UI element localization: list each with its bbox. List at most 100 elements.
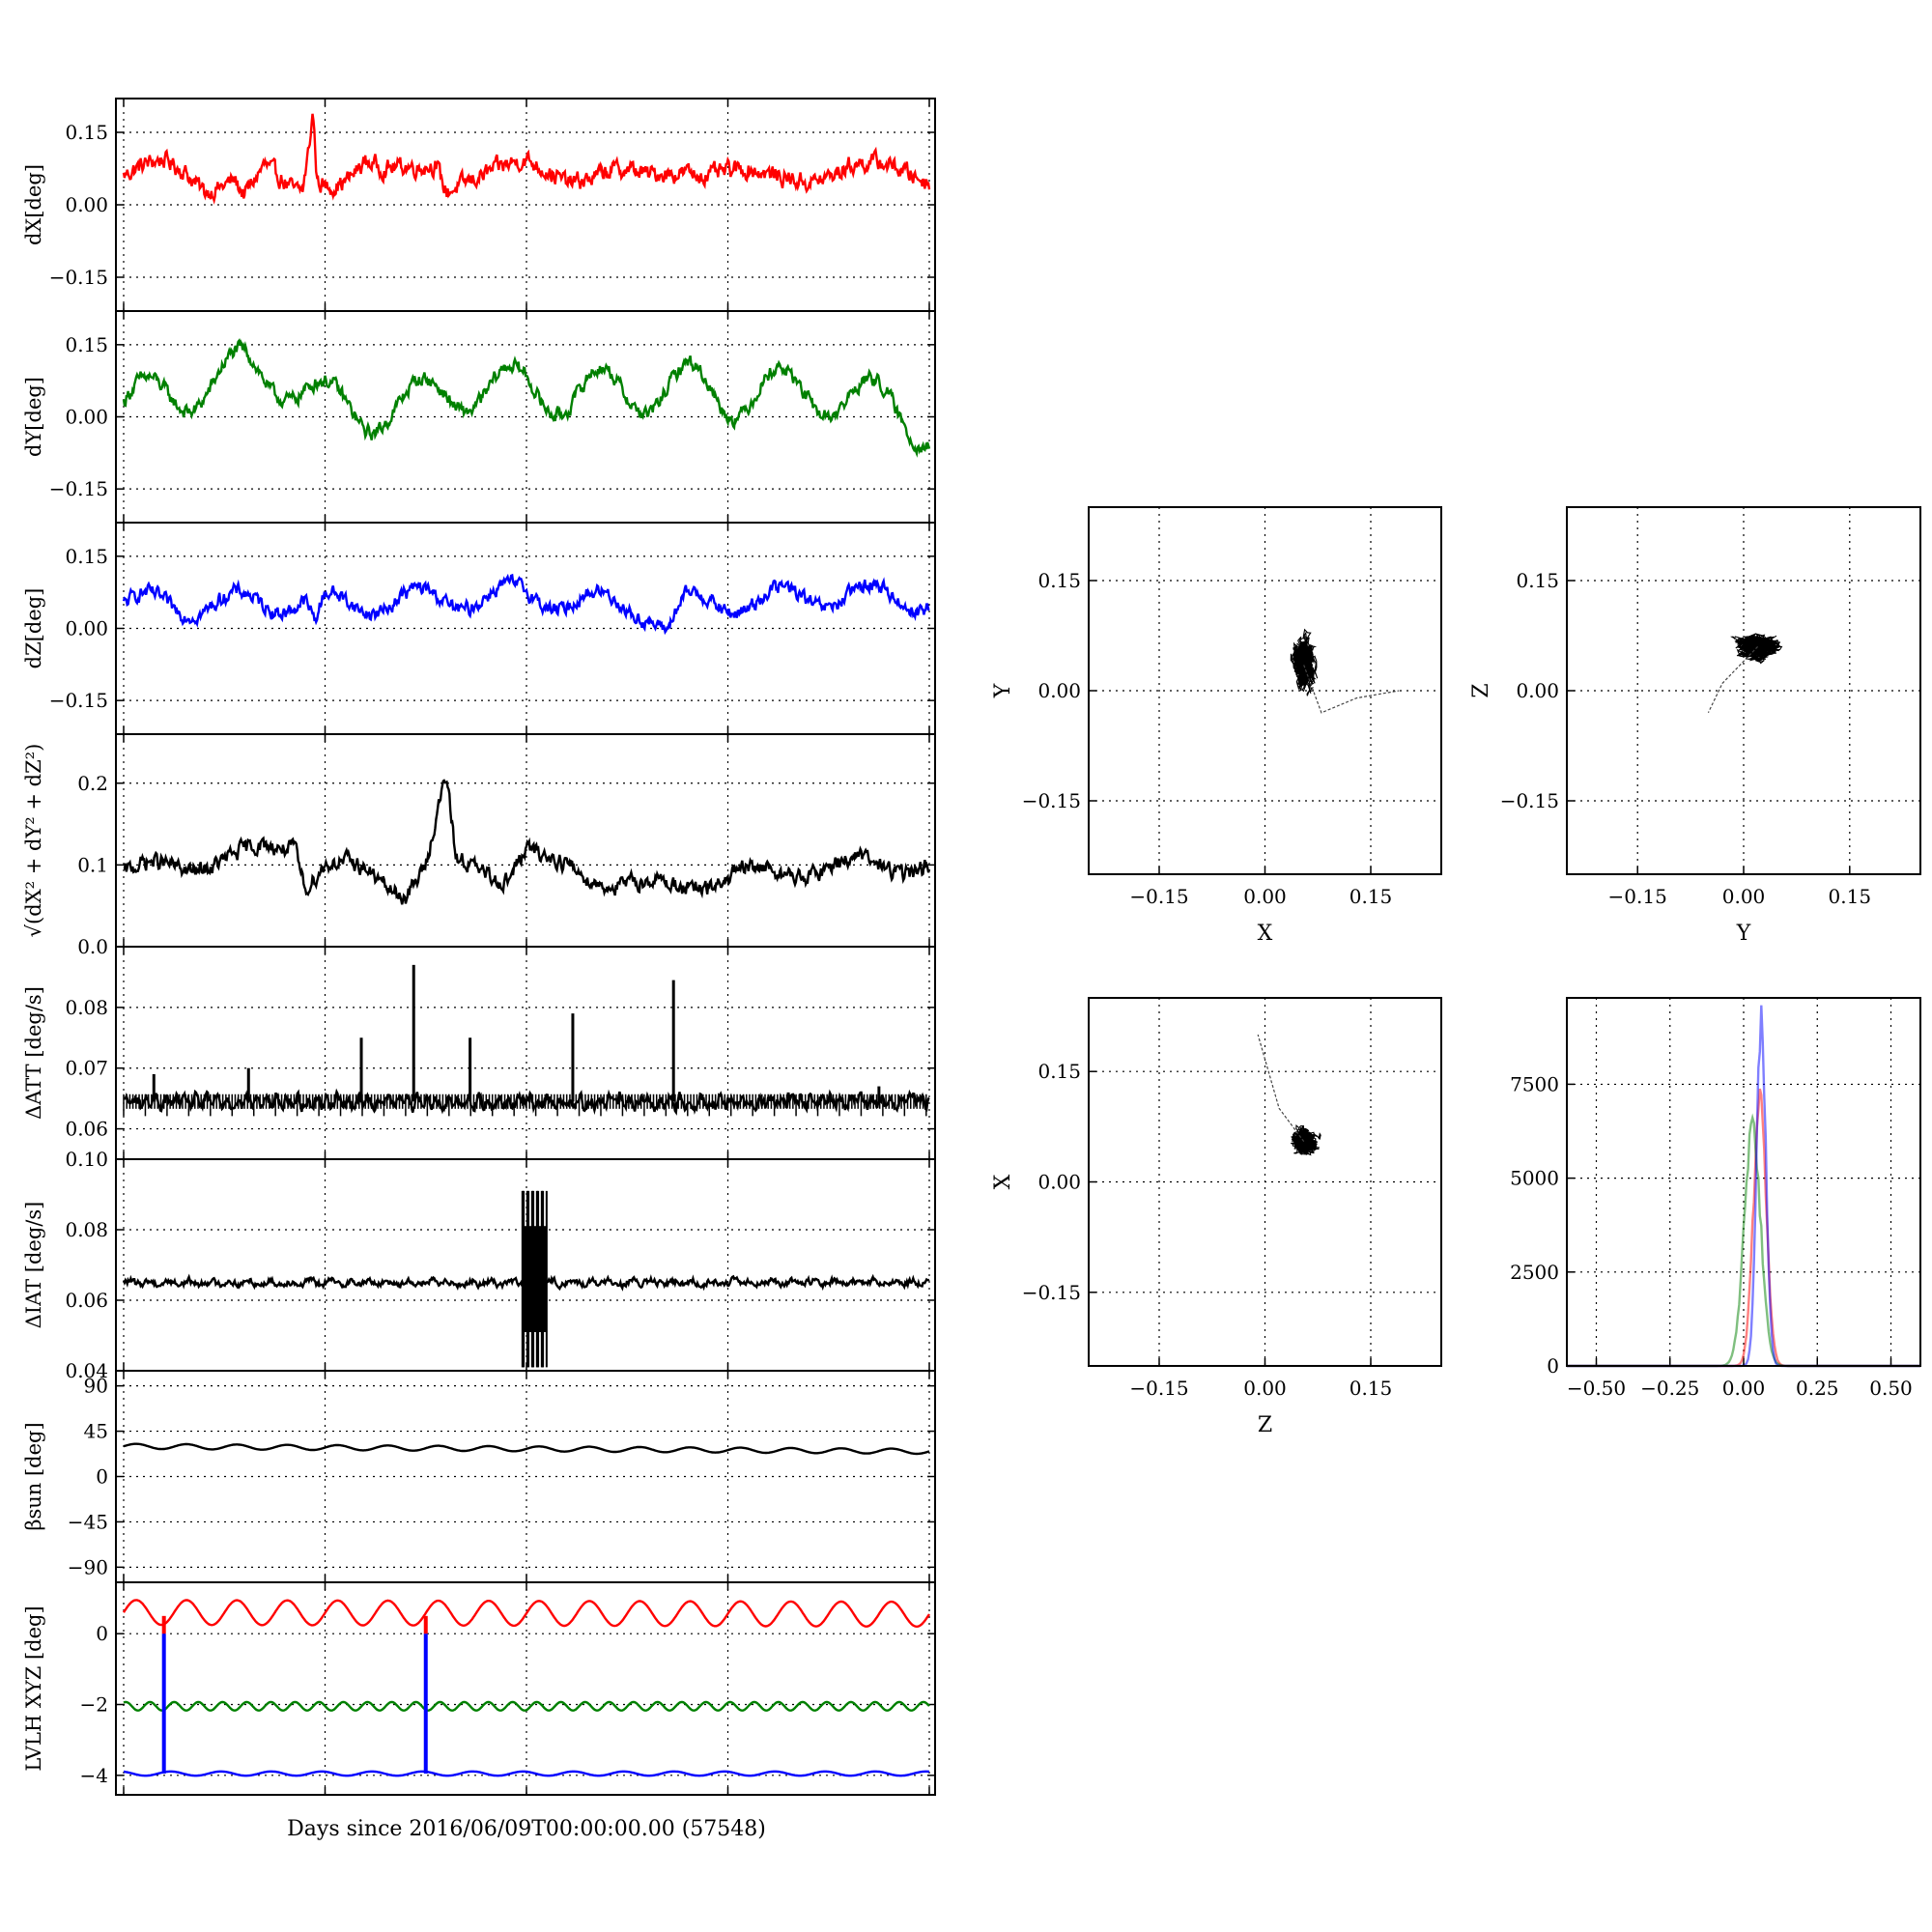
y-tick-label: 0.00 [1037, 1171, 1081, 1194]
y-tick-label: −0.15 [49, 477, 108, 500]
series-line [123, 1770, 930, 1777]
x-tick-label: 0.00 [1243, 885, 1287, 908]
y-tick-label: 0.2 [77, 772, 108, 795]
plot-area-dy [122, 337, 931, 458]
y-tick-label: 0 [96, 1465, 108, 1489]
plot-area-diat [122, 1190, 930, 1368]
x-tick-label: −0.15 [1608, 885, 1667, 908]
y-tick-label: −90 [68, 1555, 108, 1578]
trajectory-tail [1707, 645, 1759, 714]
x-tick-label: −0.15 [1129, 885, 1188, 908]
panel-frame [115, 946, 936, 1160]
plot-area-beta [123, 1442, 930, 1456]
x-tick-label: 0.50 [1869, 1377, 1913, 1400]
plot-area-datt [123, 964, 930, 1117]
y-tick-label: −45 [68, 1510, 108, 1533]
panel-hist: −0.50 −0.25 0.00 0.25 0.50 0 2500 5000 7500 [1510, 997, 1921, 1400]
y-tick-label: 2500 [1510, 1261, 1559, 1284]
panel-sc-yz: −0.15 −0.15 0.00 0.00 0.15 0.15 Y Z [1469, 506, 1921, 946]
trajectory-cloud [1291, 1123, 1321, 1156]
panel-datt: 0.06 0.07 0.08 ΔATT [deg/s] [22, 946, 936, 1160]
panel-frame [1566, 506, 1921, 875]
y-tick-label: 0.00 [65, 617, 108, 640]
x-tick-label: −0.15 [1129, 1377, 1188, 1400]
panel-frame [1088, 506, 1442, 875]
series-line [122, 113, 931, 205]
y-tick-label: −0.15 [1022, 789, 1081, 812]
y-tick-label: −4 [80, 1764, 108, 1787]
x-tick-label: 0.15 [1350, 885, 1393, 908]
x-tick-label: 0.00 [1243, 1377, 1287, 1400]
y-tick-label: 0.08 [65, 996, 108, 1019]
y-tick-label: −0.15 [49, 266, 108, 289]
x-axis-label: X [1258, 922, 1273, 946]
x-tick-label: 0.25 [1796, 1377, 1839, 1400]
trajectory-cloud [1290, 628, 1319, 696]
y-tick-label: −0.15 [1500, 789, 1559, 812]
plot-area-mag [123, 779, 931, 905]
trajectory-cloud [1730, 633, 1783, 665]
y-axis-label: X [991, 1174, 1015, 1189]
y-tick-label: 0.00 [65, 406, 108, 429]
y-tick-label: 0.07 [65, 1057, 108, 1080]
y-axis-label: dX[deg] [22, 164, 45, 245]
series-line [123, 1442, 930, 1456]
y-tick-label: 0.00 [1037, 679, 1081, 702]
plot-area-dx [122, 113, 931, 205]
y-tick-label: 0.15 [1037, 1060, 1081, 1083]
x-axis-label: Y [1736, 922, 1751, 946]
x-tick-label: −0.50 [1567, 1377, 1626, 1400]
y-axis-label: βsun [deg] [22, 1422, 45, 1530]
y-axis-label: Z [1469, 683, 1493, 697]
series-line [122, 1599, 931, 1629]
panel-sc-xy: −0.15 −0.15 0.00 0.00 0.15 0.15 X Y [991, 506, 1442, 946]
y-tick-label: 0.1 [77, 853, 108, 876]
panel-diat: 0.04 0.06 0.08 0.10 ΔIAT [deg/s] [22, 1148, 936, 1382]
panel-dz: −0.15 0.00 0.15 dZ[deg] [22, 522, 936, 735]
y-axis-label: ΔATT [deg/s] [22, 986, 45, 1120]
y-tick-label: 0.06 [65, 1289, 108, 1312]
panel-frame [115, 1581, 936, 1796]
y-tick-label: 0.04 [65, 1359, 108, 1382]
panel-beta: −90 −45 0 45 90 βsun [deg] [22, 1370, 936, 1583]
y-tick-label: 7500 [1510, 1072, 1559, 1095]
main-x-axis-label: Days since 2016/06/09T00:00:00.00 (57548… [287, 1817, 766, 1841]
x-tick-label: 0.15 [1350, 1377, 1393, 1400]
y-tick-label: 0.15 [65, 333, 108, 356]
panel-dy: −0.15 0.00 0.15 dY[deg] [22, 310, 936, 524]
y-tick-label: 0.00 [65, 193, 108, 216]
y-tick-label: 0.00 [1516, 679, 1559, 702]
panel-dx: −0.15 0.00 0.15 dX[deg] [22, 98, 936, 312]
y-axis-label: LVLH XYZ [deg] [22, 1605, 45, 1771]
y-tick-label: −0.15 [1022, 1281, 1081, 1304]
plot-area-dz [122, 573, 930, 636]
y-axis-label: Y [991, 683, 1015, 698]
trajectory-tail [1257, 1034, 1305, 1142]
y-tick-label: 0.15 [65, 121, 108, 144]
y-tick-label: 0 [1547, 1354, 1559, 1378]
y-tick-label: 0.08 [65, 1218, 108, 1241]
y-tick-label: 0.15 [1037, 569, 1081, 592]
series-line [123, 1700, 930, 1712]
y-axis-label: √(dX² + dY² + dZ²) [22, 744, 45, 938]
y-axis-label: ΔIAT [deg/s] [22, 1202, 45, 1329]
panel-frame [1566, 997, 1921, 1367]
panel-frame [115, 733, 936, 948]
y-tick-label: 0 [96, 1622, 108, 1645]
panel-sc-zx: −0.15 −0.15 0.00 0.00 0.15 0.15 Z X [991, 997, 1442, 1437]
y-tick-label: 0.0 [77, 935, 108, 958]
y-tick-label: −0.15 [49, 689, 108, 712]
series-line [122, 337, 931, 458]
panel-lvlh: −4 −2 0 LVLH XYZ [deg] [22, 1581, 936, 1796]
y-axis-label: dY[deg] [22, 377, 45, 457]
y-tick-label: 5000 [1510, 1167, 1559, 1190]
y-tick-label: 0.15 [65, 545, 108, 568]
y-axis-label: dZ[deg] [22, 588, 45, 669]
y-tick-label: −2 [80, 1693, 108, 1717]
x-tick-label: −0.25 [1640, 1377, 1699, 1400]
y-tick-label: 0.15 [1516, 569, 1559, 592]
series-line [122, 573, 930, 636]
x-tick-label: 0.00 [1722, 1377, 1766, 1400]
x-tick-label: 0.15 [1829, 885, 1872, 908]
